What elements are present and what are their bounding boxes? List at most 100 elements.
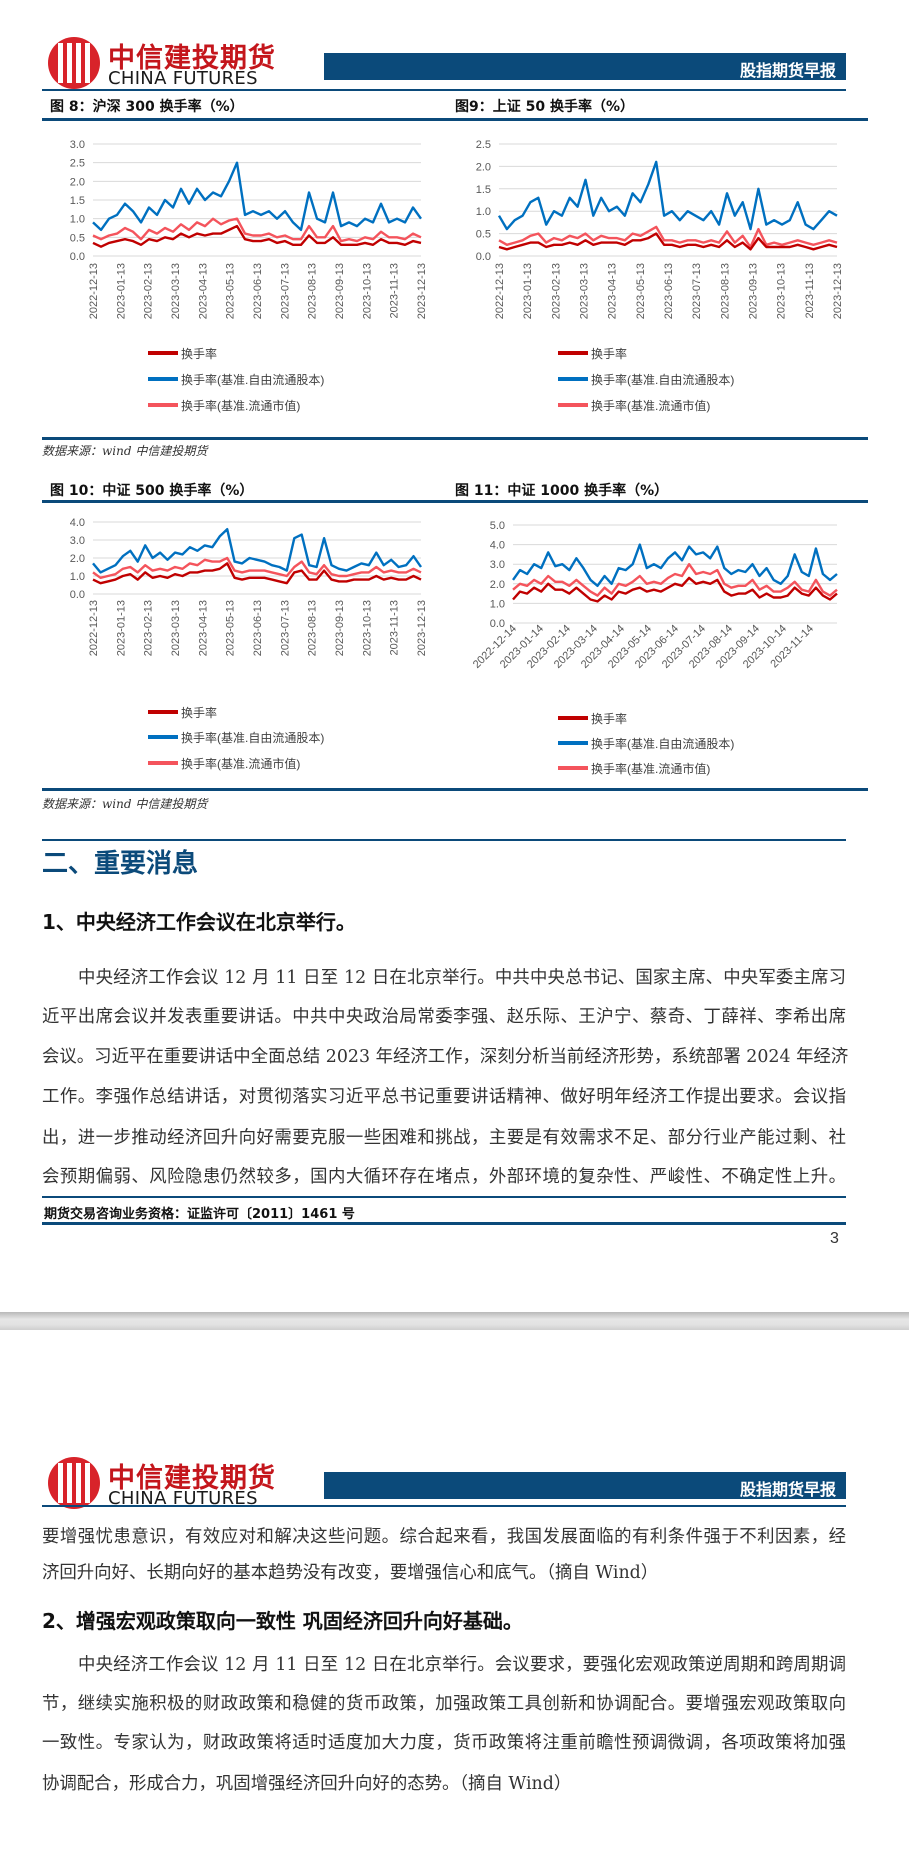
- series-line-1: [497, 160, 838, 231]
- y-tick-label: 1.5: [476, 184, 491, 196]
- legend-label: 换手率(基准.流通市值): [181, 398, 300, 413]
- x-tick-label: 2023-02-13: [143, 600, 155, 656]
- fig11-title: 图 11：中证 1000 换手率（%）: [455, 483, 669, 499]
- y-tick-label: 0.0: [70, 251, 85, 263]
- y-tick-label: 0.5: [476, 229, 491, 241]
- chart-fig10-zz500-turnover: 0.0 1.0 2.0 3.0 4.0 2022-12-13 2023-01-13 2023-…: [70, 517, 428, 771]
- news2-text-line: 一致性。专家认为，财政政策将适时适度加大力度，货币政策将注重前瞻性预调微调，各项…: [42, 1733, 846, 1753]
- news2-heading: 2、增强宏观政策取向一致性 巩固经济回升向好基础。: [42, 1609, 523, 1633]
- y-tick-label: 1.5: [70, 195, 85, 207]
- x-tick-label: 2023-05-13: [635, 263, 647, 319]
- x-tick-label: 2023-06-13: [663, 263, 675, 319]
- report-title: 股指期货早报: [739, 61, 836, 80]
- header-divider: [42, 89, 846, 91]
- report-title-bar: 股指期货早报: [324, 1472, 846, 1499]
- news1-text-line: 近平出席会议并发表重要讲话。中共中央政治局常委李强、赵乐际、王沪宁、蔡奇、丁薛祥…: [42, 1007, 846, 1027]
- chart-fig9-sz50-turnover: 0.0 0.5 1.0 1.5 2.0 2.5 2022-12-13 2023-01-13 20…: [476, 139, 844, 413]
- x-tick-label: 2023-04-13: [197, 263, 209, 319]
- news1-heading: 1、中央经济工作会议在北京举行。: [42, 910, 356, 934]
- legend-label: 换手率(基准.自由流通股本): [181, 372, 324, 387]
- x-tick-label: 2023-07-13: [279, 600, 291, 656]
- data-source-note: 数据来源：wind 中信建投期货: [42, 444, 208, 458]
- legend-label: 换手率: [181, 705, 217, 720]
- x-tick-label: 2023-02-13: [143, 263, 155, 319]
- x-tick-label: 2023-10-13: [361, 263, 373, 319]
- y-tick-label: 2.0: [476, 161, 491, 173]
- y-tick-label: 3.0: [70, 139, 85, 151]
- logo-text-cn: 中信建投期货: [108, 1463, 276, 1494]
- x-tick-label: 2023-09-13: [334, 600, 346, 656]
- x-tick-label: 2022-12-13: [88, 263, 100, 319]
- legend-label: 换手率(基准.流通市值): [181, 756, 300, 771]
- news2-text-line: 节，继续实施积极的财政政策和稳健的货币政策，加强政策工具创新和协调配合。要增强宏…: [42, 1694, 846, 1714]
- x-tick-label: 2023-01-13: [115, 600, 127, 656]
- y-tick-label: 3.0: [490, 559, 505, 571]
- y-tick-label: 1.0: [70, 571, 85, 583]
- x-tick-label: 2023-07-13: [691, 263, 703, 319]
- x-tick-label: 2023-05-13: [225, 263, 237, 319]
- china-futures-logo-icon: [48, 37, 100, 89]
- logo-text-en: CHINA FUTURES: [108, 68, 258, 89]
- series-line-0: [92, 562, 422, 585]
- x-tick-label: 2023-01-13: [115, 263, 127, 319]
- license-note: 期货交易咨询业务资格：证监许可〔2011〕1461 号: [44, 1207, 355, 1222]
- section-title: 二、重要消息: [42, 849, 199, 879]
- legend-label: 换手率: [181, 346, 217, 361]
- x-tick-label: 2023-11-13: [804, 263, 816, 318]
- section-divider: [42, 839, 846, 841]
- x-tick-label: 2023-03-13: [170, 263, 182, 319]
- legend-label: 换手率: [591, 346, 627, 361]
- fig9-title: 图9：上证 50 换手率（%）: [455, 99, 634, 115]
- x-tick-label: 2023-12-13: [416, 600, 428, 656]
- y-tick-label: 0.0: [490, 618, 505, 630]
- legend-label: 换手率(基准.自由流通股本): [181, 730, 324, 745]
- figure-divider: [42, 118, 868, 121]
- x-tick-label: 2023-12-13: [832, 263, 844, 319]
- series-line-0: [512, 576, 838, 603]
- figure-divider: [42, 500, 868, 503]
- series-line-0: [498, 232, 838, 251]
- series-line-2: [92, 217, 422, 243]
- figure-divider: [42, 788, 868, 791]
- report-title: 股指期货早报: [739, 1480, 836, 1499]
- y-tick-label: 1.0: [70, 214, 85, 226]
- y-tick-label: 1.0: [490, 598, 505, 610]
- y-tick-label: 1.0: [476, 206, 491, 218]
- x-tick-label: 2023-09-13: [334, 263, 346, 319]
- legend-label: 换手率(基准.流通市值): [591, 761, 710, 776]
- x-tick-label: 2023-08-13: [307, 600, 319, 656]
- y-tick-label: 0.5: [70, 232, 85, 244]
- logo-text-en: CHINA FUTURES: [108, 1488, 258, 1509]
- y-tick-label: 0.0: [476, 251, 491, 263]
- legend-label: 换手率(基准.自由流通股本): [591, 736, 734, 751]
- series-line-2: [498, 225, 838, 249]
- page-header: 中信建投期货 CHINA FUTURES 股指期货早报: [0, 1420, 909, 1512]
- series-line-2: [512, 563, 838, 597]
- news2-text-line: 协调配合，形成合力，巩固增强经济回升向好的态势。（摘自 Wind）: [42, 1774, 572, 1794]
- y-tick-label: 5.0: [490, 520, 505, 532]
- x-tick-label: 2023-03-13: [170, 600, 182, 656]
- x-tick-label: 2023-07-13: [279, 263, 291, 319]
- y-tick-label: 2.5: [70, 158, 85, 170]
- y-tick-label: 0.0: [70, 589, 85, 601]
- page-header: 中信建投期货 CHINA FUTURES 股指期货早报: [0, 0, 909, 92]
- news1-text-line: 济回升向好、长期向好的基本趋势没有改变，要增强信心和底气。（摘自 Wind）: [42, 1563, 659, 1583]
- page-number: 3: [830, 1230, 839, 1247]
- x-tick-label: 2023-04-13: [197, 600, 209, 656]
- y-tick-label: 2.0: [70, 176, 85, 188]
- y-tick-label: 2.0: [70, 553, 85, 565]
- y-tick-label: 3.0: [70, 535, 85, 547]
- x-tick-label: 2023-11-13: [389, 263, 401, 318]
- legend-label: 换手率(基准.流通市值): [591, 398, 710, 413]
- chart-fig8-hs300-turnover: 0.0 0.5 1.0 1.5 2.0 2.5 3.0 2022-12-13 2023-01-1…: [70, 139, 428, 413]
- news1-text-line: 出，进一步推动经济回升向好需要克服一些困难和挑战，主要是有效需求不足、部分行业产…: [42, 1128, 846, 1148]
- logo-text-cn: 中信建投期货: [108, 43, 276, 74]
- x-tick-label: 2023-12-13: [416, 263, 428, 319]
- legend-label: 换手率: [591, 711, 627, 726]
- x-tick-label: 2023-09-13: [748, 263, 760, 319]
- x-tick-label: 2023-11-13: [389, 600, 401, 655]
- series-line-1: [512, 543, 838, 588]
- x-tick-label: 2023-10-13: [361, 600, 373, 656]
- series-line-0: [92, 224, 422, 248]
- news1-text-line: 会预期偏弱、风险隐患仍然较多，国内大循环存在堵点，外部环境的复杂性、严峻性、不确…: [42, 1167, 846, 1187]
